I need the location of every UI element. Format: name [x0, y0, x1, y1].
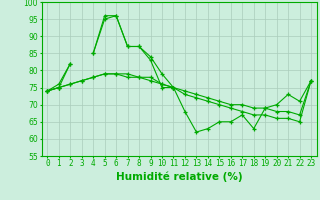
X-axis label: Humidité relative (%): Humidité relative (%) — [116, 171, 243, 182]
